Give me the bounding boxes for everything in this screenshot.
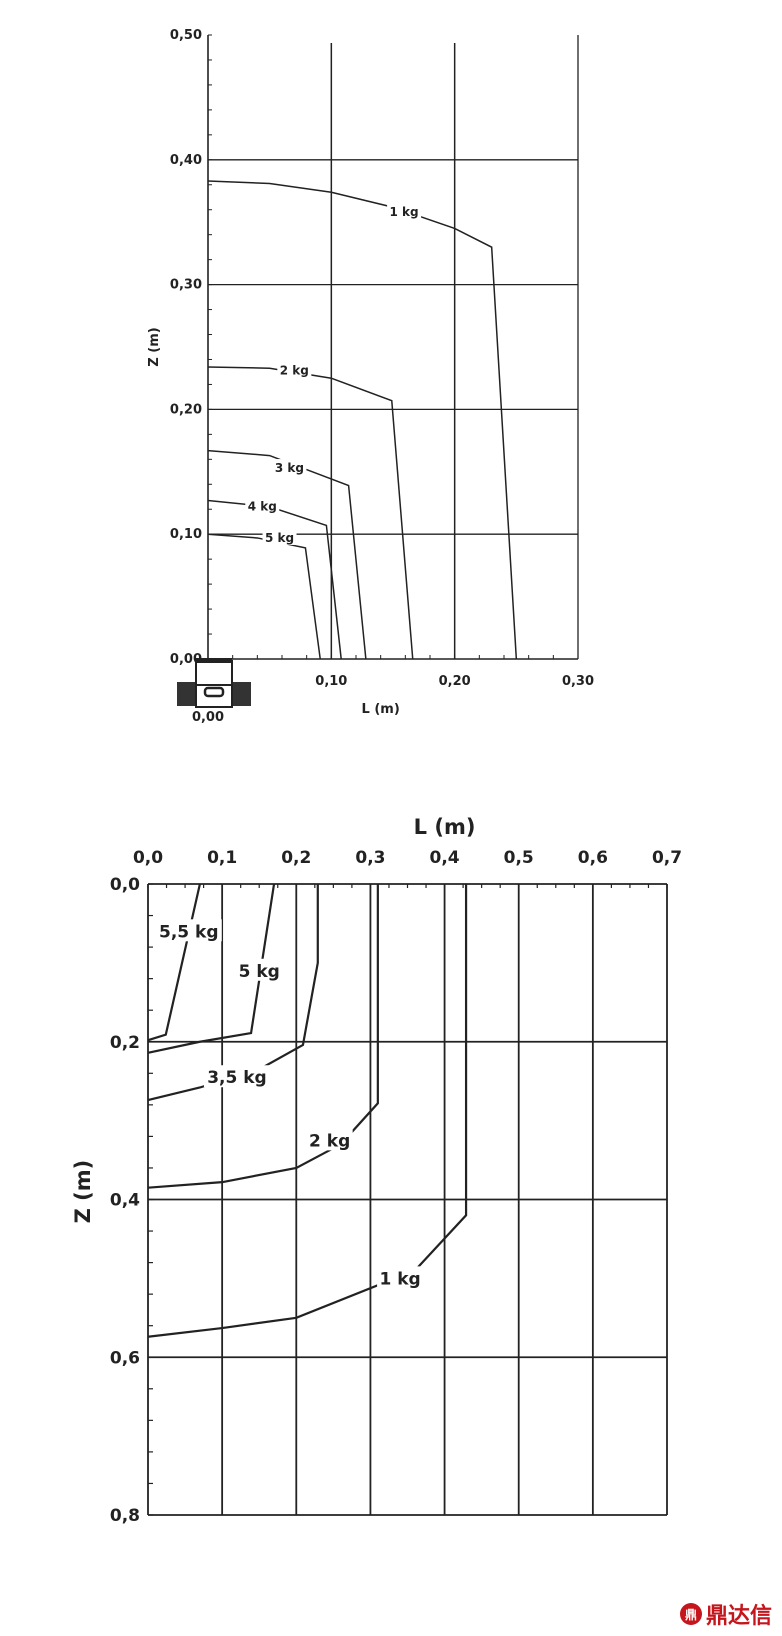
x-tick-label: 0,4 [430,848,460,868]
label-bg [236,958,283,981]
label-bg [272,459,307,476]
x-axis-label: L (m) [414,815,476,839]
label-bg [245,497,280,514]
x-tick-label: 0,6 [578,848,608,868]
curve-5kg [147,883,276,1054]
y-axis-label: Z (m) [71,1160,95,1224]
curve-55kg [147,883,201,1042]
y-tick-label: 0,8 [110,1506,140,1526]
label-bg [306,1128,353,1151]
x-tick-label: 0,5 [504,848,534,868]
y-tick-label: 0,30 [170,278,202,293]
x-tick-label: 0,1 [207,848,237,868]
logo: 鼎 鼎达信 [680,1598,772,1630]
curve-2kg [207,366,414,660]
label-bg [203,1065,270,1088]
x-tick-label: 0,30 [562,674,594,689]
x-tick-label: 0,2 [281,848,311,868]
y-tick-label: 0,6 [110,1348,140,1368]
logo-text: 鼎达信 [706,1604,773,1629]
y-tick-label: 0,50 [170,28,202,43]
label-bg [262,528,297,545]
y-axis-label: Z (m) [147,327,162,366]
y-tick-label: 0,10 [170,527,202,542]
curve-label: 2 kg [309,1131,350,1151]
curve-5kg [207,533,321,660]
y-tick-label: 0,00 [170,652,202,667]
label-bg [387,203,422,220]
y-tick-label: 0,0 [110,875,140,895]
curve-label: 3,5 kg [207,1068,267,1088]
curve-label: 1 kg [390,205,419,219]
y-tick-label: 0,20 [170,402,202,417]
x-tick-label: 0,10 [315,674,347,689]
label-bg [377,1266,424,1289]
curve-3kg [207,449,367,660]
curve-35kg [147,884,319,1102]
x-axis-label: L (m) [362,702,400,717]
curve-label: 5 kg [265,531,294,545]
x-tick-label: 0,20 [439,674,471,689]
x-tick-label: 0,0 [133,848,163,868]
y-tick-label: 0,40 [170,153,202,168]
curve-label: 5 kg [239,962,280,982]
curve-label: 3 kg [275,461,304,475]
logo-mark-icon: 鼎 [680,1603,702,1625]
label-bg [277,361,312,378]
curve-label: 2 kg [280,364,309,378]
x-tick-label: 0,7 [652,848,682,868]
curve-label: 1 kg [379,1269,420,1289]
x-origin-label: 0,00 [192,710,224,725]
curve-4kg [207,499,342,660]
x-tick-label: 0,3 [355,848,385,868]
y-tick-label: 0,2 [110,1033,140,1053]
curve-1kg [147,884,468,1338]
robot-icon [177,658,251,708]
curve-2kg [147,884,379,1189]
curve-label: 4 kg [248,500,277,514]
label-bg [155,919,222,942]
curve-1kg [207,180,518,660]
y-tick-label: 0,4 [110,1191,140,1211]
curve-label: 5,5 kg [159,922,219,942]
